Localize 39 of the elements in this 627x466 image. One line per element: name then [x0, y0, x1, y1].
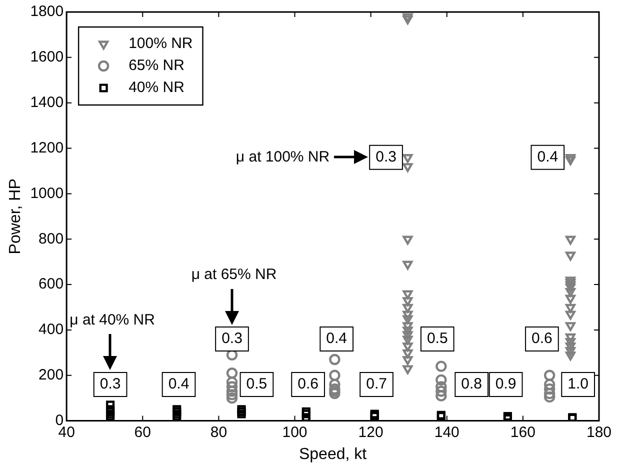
- y-tick-label: 800: [38, 230, 64, 248]
- annotation: 0.5: [246, 376, 268, 393]
- legend-label: 65% NR: [128, 57, 185, 74]
- annotation: 0.7: [366, 376, 387, 393]
- annotation: 0.4: [537, 148, 558, 166]
- y-tick-label: 1600: [30, 48, 64, 66]
- annotation: 0.8: [461, 376, 482, 393]
- annotation: μ at 65% NR: [191, 266, 277, 284]
- annotation: μ at 40% NR: [70, 312, 156, 329]
- annotation: 0.5: [426, 330, 448, 348]
- x-tick-label: 100: [282, 424, 308, 441]
- x-axis-title: Speed, kt: [298, 446, 368, 463]
- legend-label: 100% NR: [128, 35, 193, 52]
- annotation: 0.3: [222, 330, 242, 348]
- x-tick-label: 60: [134, 424, 151, 441]
- annotation: 0.3: [100, 376, 121, 393]
- annotation: 0.3: [376, 148, 396, 166]
- y-axis-title: Power, HP: [7, 178, 24, 254]
- annotation: 0.4: [168, 376, 190, 393]
- annotation: 1.0: [568, 376, 589, 393]
- y-tick-label: 1400: [30, 94, 64, 111]
- y-tick-label: 1200: [30, 139, 64, 156]
- annotation: 0.9: [495, 376, 516, 393]
- annotation: 0.4: [326, 330, 348, 348]
- x-tick-label: 80: [210, 424, 228, 441]
- x-tick-label: 140: [434, 424, 460, 441]
- x-tick-label: 40: [58, 424, 75, 441]
- y-tick-label: 400: [38, 321, 64, 338]
- annotation: 0.6: [532, 330, 552, 348]
- y-tick-label: 600: [38, 276, 64, 293]
- annotation: 0.6: [298, 376, 318, 393]
- x-tick-label: 180: [586, 424, 612, 441]
- y-tick-label: 200: [38, 366, 64, 384]
- y-tick-label: 1000: [30, 184, 64, 202]
- annotation: μ at 100% NR: [236, 148, 330, 166]
- y-tick-label: 1800: [30, 3, 64, 20]
- legend-label: 40% NR: [128, 79, 185, 96]
- x-tick-label: 160: [510, 424, 536, 441]
- x-tick-label: 120: [358, 424, 384, 441]
